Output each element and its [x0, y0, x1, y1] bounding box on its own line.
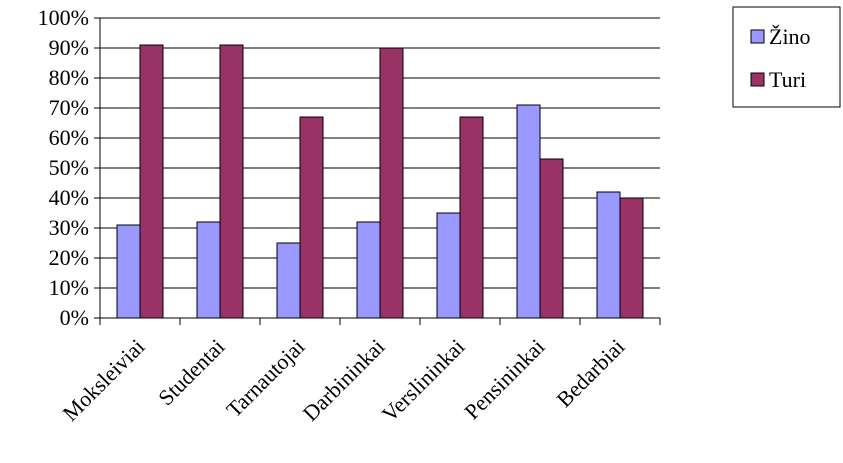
- legend-swatch: [750, 72, 765, 87]
- x-category-label: Darbininkai: [298, 334, 390, 426]
- y-tick-label: 90%: [49, 35, 89, 60]
- x-category-label: Pensininkai: [459, 334, 549, 424]
- bar-zino: [276, 242, 301, 319]
- y-tick-label: 70%: [49, 95, 89, 120]
- x-category-label: Verslininkai: [377, 334, 470, 427]
- bar-zino: [596, 191, 621, 319]
- bar-turi: [539, 158, 564, 319]
- legend-label: Turi: [769, 67, 806, 92]
- y-tick-label: 10%: [49, 275, 89, 300]
- bar-zino: [436, 212, 461, 319]
- x-category-label: Studentai: [153, 334, 229, 410]
- bar-turi: [139, 44, 164, 319]
- bar-turi: [459, 116, 484, 319]
- legend: Žino Turi: [732, 6, 841, 108]
- y-tick-label: 40%: [49, 185, 89, 210]
- y-tick-label: 0%: [60, 305, 89, 330]
- bar-zino: [116, 224, 141, 319]
- bar-turi: [619, 197, 644, 319]
- y-tick-labels: 0% 10% 20% 30% 40% 50% 60% 70% 80% 90% 100%: [38, 5, 89, 330]
- bar-zino: [356, 221, 381, 319]
- x-category-label: Moksleiviai: [58, 334, 150, 426]
- bar-turi: [219, 44, 244, 319]
- y-tick-label: 20%: [49, 245, 89, 270]
- y-tick-label: 60%: [49, 125, 89, 150]
- x-category-labels: Moksleiviai StudentaiTarnautojaiDarbinink…: [58, 334, 630, 427]
- y-tick-label: 30%: [49, 215, 89, 240]
- bar-turi: [299, 116, 324, 319]
- y-tick-label: 100%: [38, 5, 89, 30]
- y-tick-label: 50%: [49, 155, 89, 180]
- legend-label: Žino: [769, 24, 811, 49]
- x-category-label: Bedarbiai: [551, 334, 629, 412]
- bar-turi: [379, 47, 404, 319]
- legend-swatch: [750, 29, 765, 44]
- bar-zino: [516, 104, 541, 319]
- legend-frame: [732, 6, 841, 108]
- y-tick-label: 80%: [49, 65, 89, 90]
- bars: [116, 44, 644, 319]
- axes: [94, 17, 661, 325]
- x-category-label: Tarnautojai: [221, 334, 309, 422]
- bar-zino: [196, 221, 221, 319]
